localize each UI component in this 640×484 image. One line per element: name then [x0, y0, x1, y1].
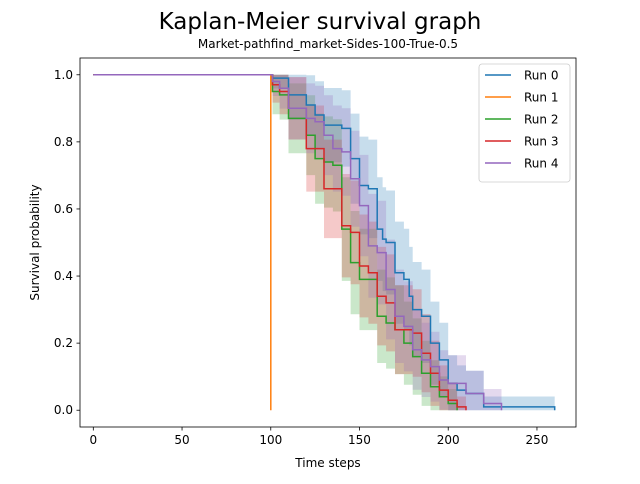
x-tick-label: 250 [526, 433, 549, 447]
survival-line-run-2 [93, 74, 458, 411]
x-tick-label: 50 [174, 433, 189, 447]
confidence-band-run-4 [93, 74, 502, 411]
x-tick-label: 0 [89, 433, 97, 447]
legend-box [478, 63, 571, 183]
confidence-bands [93, 74, 555, 411]
legend-label: Run 3 [524, 135, 558, 149]
x-tick-label: 100 [259, 433, 282, 447]
y-axis-ticks: 0.0 0.2 0.4 0.6 0.8 1.0 [54, 68, 80, 417]
legend: Run 0 Run 1 Run 2 Run 3 Run 4 [478, 63, 571, 183]
confidence-band-run-3 [93, 74, 467, 411]
survival-lines [93, 74, 556, 411]
survival-line-run-4 [93, 74, 503, 411]
y-tick-label: 0.8 [54, 135, 73, 149]
x-tick-label: 200 [437, 433, 460, 447]
x-tick-label: 150 [348, 433, 371, 447]
survival-line-run-1 [93, 74, 272, 411]
confidence-band-run-2 [93, 74, 458, 411]
y-tick-label: 0.4 [54, 269, 73, 283]
chart-subtitle: Market-pathfind_market-Sides-100-True-0.… [198, 37, 458, 51]
y-tick-label: 0.2 [54, 336, 73, 350]
y-tick-label: 1.0 [54, 68, 73, 82]
confidence-band-run-0 [93, 74, 555, 411]
y-tick-label: 0.0 [54, 403, 73, 417]
x-axis-ticks: 0 50 100 150 200 250 [89, 427, 548, 447]
legend-label: Run 0 [524, 69, 558, 83]
legend-label: Run 4 [524, 157, 558, 171]
x-axis-label: Time steps [294, 456, 360, 470]
chart-title: Kaplan-Meier survival graph [159, 9, 482, 35]
legend-label: Run 2 [524, 113, 558, 127]
plot-frame [79, 57, 577, 428]
legend-label: Run 1 [524, 91, 558, 105]
y-axis-label: Survival probability [28, 184, 42, 300]
y-tick-label: 0.6 [54, 202, 73, 216]
